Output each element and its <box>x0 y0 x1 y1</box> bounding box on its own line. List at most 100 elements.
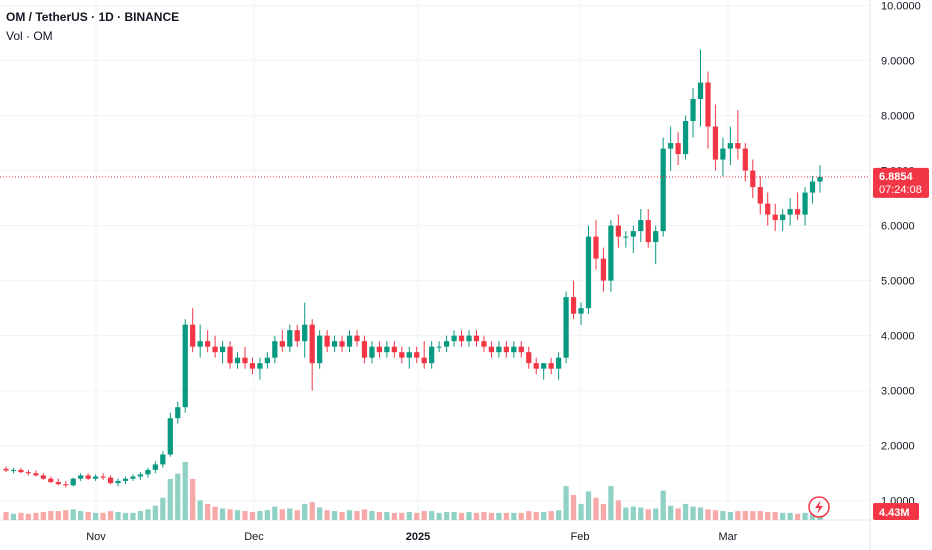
volume-bar <box>145 509 151 520</box>
candle-body <box>361 341 368 358</box>
candle-body <box>526 352 532 364</box>
candle-body <box>384 346 390 353</box>
volume-legend: Vol · OM <box>6 29 53 43</box>
volume-bar <box>526 511 532 520</box>
candle-body <box>765 203 771 215</box>
volume-bar <box>130 512 136 520</box>
candle-body <box>145 469 151 475</box>
candle-body <box>735 143 741 149</box>
candle-body <box>167 418 173 455</box>
volume-bar <box>317 507 323 520</box>
volume-bar <box>533 511 539 520</box>
candle-body <box>705 82 711 127</box>
volume-bar <box>429 511 435 520</box>
candle-body <box>40 475 46 479</box>
volume-bar <box>585 491 592 520</box>
candle-body <box>399 352 405 358</box>
candle-body <box>757 187 763 204</box>
candle-body <box>406 352 412 358</box>
volume-bar <box>257 511 263 520</box>
volume-bar <box>630 506 636 520</box>
volume-bar <box>623 507 629 520</box>
candle-body <box>302 324 308 342</box>
volume-bar <box>697 507 704 520</box>
candle-body <box>279 341 285 347</box>
candle-body <box>78 475 84 479</box>
volume-bar <box>466 511 472 520</box>
candle-body <box>414 352 420 358</box>
y-tick-label: 3.0000 <box>881 386 915 398</box>
candle-body <box>615 225 621 237</box>
volume-bar <box>85 511 91 520</box>
volume-bar <box>78 511 84 520</box>
candle-body <box>287 330 293 347</box>
volume-bar <box>488 512 495 520</box>
volume-bar <box>593 497 599 520</box>
volume-bar <box>376 511 383 520</box>
volume-bar <box>563 486 569 520</box>
x-tick-label: Feb <box>571 531 590 543</box>
y-tick-label: 4.0000 <box>881 331 915 343</box>
volume-bar <box>399 512 405 520</box>
volume-bar <box>190 478 196 520</box>
volume-bar <box>384 511 390 520</box>
candle-body <box>503 346 509 353</box>
volume-bar <box>735 511 741 520</box>
volume-bar <box>802 512 808 520</box>
volume-bar <box>205 503 211 520</box>
candle-body <box>750 170 756 188</box>
candle-body <box>205 341 211 347</box>
candle-body <box>518 346 524 353</box>
volume-bar <box>137 511 144 520</box>
candle-body <box>85 475 91 479</box>
volume-bar <box>503 512 509 520</box>
y-tick-label: 9.0000 <box>881 56 915 68</box>
y-tick-label: 5.0000 <box>881 276 915 288</box>
volume-bar <box>458 512 465 520</box>
volume-bar <box>93 512 99 520</box>
candle-body <box>429 346 435 364</box>
volume-bar <box>331 511 338 520</box>
candle-body <box>175 407 181 419</box>
price-tag-value: 6.8854 <box>879 171 914 183</box>
y-tick-label: 2.0000 <box>881 441 915 453</box>
volume-bar <box>742 511 748 520</box>
candle-body <box>466 335 472 342</box>
volume-bar <box>272 506 278 520</box>
volume-bar <box>354 511 360 520</box>
candle-body <box>585 236 592 309</box>
candle-body <box>742 148 748 171</box>
volume-bar <box>638 507 644 520</box>
candle-body <box>794 209 801 215</box>
volume-bar <box>578 503 584 520</box>
volume-bar <box>242 511 248 520</box>
candle-body <box>600 258 607 281</box>
volume-bar <box>436 512 442 520</box>
candle-body <box>227 346 233 364</box>
candle-body <box>324 335 330 347</box>
volume-bar <box>115 511 121 520</box>
price-tag <box>873 167 929 198</box>
volume-bar <box>608 486 614 520</box>
candle-body <box>18 469 24 473</box>
symbol-title: OM / TetherUS · 1D · BINANCE <box>6 10 180 24</box>
volume-bar <box>772 511 778 520</box>
volume-tag-value: 4.43M <box>879 507 910 519</box>
volume-bar <box>451 511 457 520</box>
candle-body <box>391 346 397 353</box>
candle-body <box>496 346 502 353</box>
volume-bar <box>645 509 651 520</box>
volume-bar <box>757 511 763 520</box>
volume-bar <box>414 512 420 520</box>
volume-bar <box>481 511 487 520</box>
lightning-bolt-glyph <box>815 500 823 514</box>
volume-bar <box>675 508 681 520</box>
volume-bar <box>690 506 696 520</box>
volume-bar <box>234 510 241 520</box>
candle-body <box>152 464 158 470</box>
volume-bar <box>33 512 39 520</box>
candle-body <box>623 236 629 238</box>
candle-body <box>55 482 61 485</box>
